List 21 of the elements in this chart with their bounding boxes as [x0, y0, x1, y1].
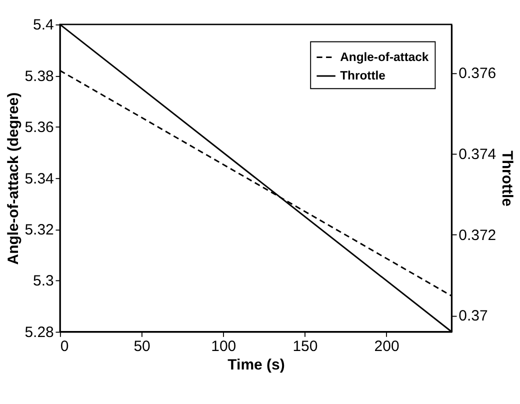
- y2-tick-label: 0.372: [458, 226, 496, 244]
- x-axis-title: Time (s): [228, 356, 285, 374]
- y-tick-label: 5.36: [24, 119, 54, 136]
- x-tick-label: 200: [374, 338, 400, 355]
- y-tick-label: 5.4: [33, 16, 54, 34]
- y-tick-label: 5.28: [24, 324, 54, 341]
- y-tick-label: 5.34: [24, 170, 54, 188]
- y2-tick-label: 0.37: [458, 308, 488, 325]
- legend-label: Throttle: [340, 68, 386, 83]
- y-tick-label: 5.38: [24, 68, 54, 85]
- y2-tick-label: 0.374: [458, 146, 496, 163]
- legend-label: Angle-of-attack: [340, 50, 429, 64]
- y-axis-title: Angle-of-attack (degree): [5, 92, 22, 265]
- y-tick-label: 5.3: [33, 272, 54, 290]
- x-tick-label: 50: [134, 338, 150, 355]
- y2-tick-label: 0.376: [458, 65, 496, 82]
- x-tick-label: 150: [292, 338, 318, 355]
- x-tick-label: 0: [60, 338, 69, 355]
- x-tick-label: 100: [211, 338, 236, 355]
- y2-axis-title: Throttle: [498, 150, 516, 206]
- y-tick-label: 5.32: [24, 221, 54, 238]
